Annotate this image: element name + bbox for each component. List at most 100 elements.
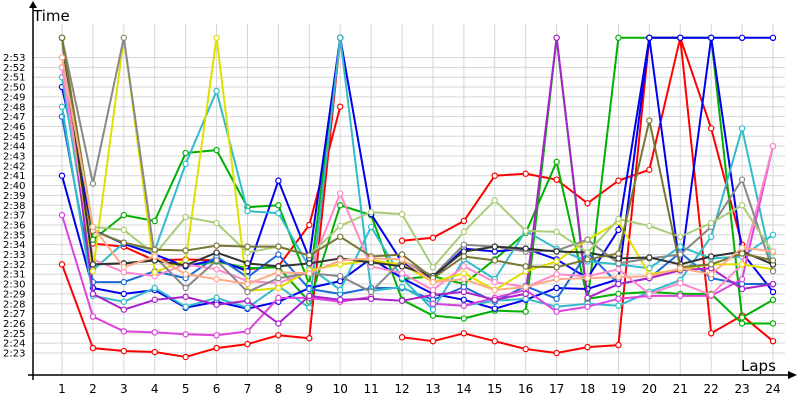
data-point xyxy=(120,264,128,271)
data-point xyxy=(120,347,128,355)
data-point xyxy=(522,308,529,315)
data-point xyxy=(738,202,746,209)
data-point xyxy=(769,248,777,255)
series-line xyxy=(61,67,774,296)
data-point xyxy=(769,288,777,296)
series-9 xyxy=(58,73,777,313)
data-point xyxy=(151,284,158,292)
data-point xyxy=(460,228,468,236)
data-point xyxy=(337,296,344,304)
data-point xyxy=(398,237,406,244)
series-line xyxy=(61,37,774,269)
data-point xyxy=(460,302,468,309)
data-point xyxy=(584,303,591,310)
data-point xyxy=(151,253,158,260)
data-point xyxy=(769,280,777,288)
data-point xyxy=(769,337,777,345)
data-point xyxy=(677,243,684,250)
data-point xyxy=(275,202,282,209)
data-point xyxy=(398,283,406,291)
data-point xyxy=(275,177,282,184)
data-point xyxy=(120,34,128,42)
data-point xyxy=(306,335,313,342)
data-point xyxy=(707,271,715,278)
data-point xyxy=(460,330,468,337)
x-tick-label: 4 xyxy=(151,382,159,396)
data-point xyxy=(398,256,406,263)
data-point xyxy=(275,284,282,292)
data-point xyxy=(213,34,220,42)
x-axis-arrow xyxy=(788,371,797,379)
data-point xyxy=(275,294,282,302)
series-17 xyxy=(58,34,777,282)
data-point xyxy=(213,242,220,249)
data-point xyxy=(89,290,97,298)
data-point xyxy=(460,241,468,248)
data-point xyxy=(615,215,622,223)
data-point xyxy=(584,294,591,302)
data-point xyxy=(306,221,313,229)
data-point xyxy=(522,263,529,270)
data-point xyxy=(460,263,468,270)
y-tick-label: 2:37 xyxy=(3,211,25,222)
data-point xyxy=(553,275,560,283)
data-point xyxy=(182,303,189,310)
y-tick-label: 2:30 xyxy=(3,280,25,291)
x-tick-label: 2 xyxy=(89,382,97,396)
data-point xyxy=(707,291,715,299)
series-line xyxy=(61,57,774,291)
data-point xyxy=(738,34,746,42)
data-point xyxy=(337,34,344,42)
data-point xyxy=(337,202,344,209)
data-point xyxy=(337,272,344,280)
data-point xyxy=(491,305,498,312)
data-point xyxy=(553,228,560,236)
data-point xyxy=(707,330,715,337)
series-line xyxy=(61,37,774,280)
y-axis-arrow xyxy=(29,1,37,8)
data-point xyxy=(707,233,715,240)
x-tick-label: 19 xyxy=(611,382,626,396)
data-point xyxy=(89,313,97,320)
data-point xyxy=(522,345,529,353)
data-point xyxy=(429,278,437,286)
y-tick-label: 2:38 xyxy=(3,201,25,212)
data-point xyxy=(58,103,66,110)
axes xyxy=(28,1,797,380)
y-tick-label: 2:32 xyxy=(3,260,25,271)
data-point xyxy=(213,219,220,227)
data-point xyxy=(398,210,406,218)
data-point xyxy=(615,250,622,257)
data-point xyxy=(522,227,529,235)
data-point xyxy=(429,337,437,345)
data-point xyxy=(522,245,529,252)
y-axis-title: Time xyxy=(32,7,70,25)
data-point xyxy=(769,231,777,238)
series-12 xyxy=(58,64,777,299)
y-tick-label: 2:52 xyxy=(3,63,25,74)
data-point xyxy=(244,340,251,348)
y-tick-label: 2:41 xyxy=(3,171,25,182)
x-tick-label: 14 xyxy=(456,382,471,396)
data-point xyxy=(367,255,375,262)
data-point xyxy=(120,328,128,335)
data-point xyxy=(615,34,622,42)
data-point xyxy=(460,288,468,296)
data-point xyxy=(491,197,498,204)
data-point xyxy=(182,284,189,292)
data-point xyxy=(738,176,746,183)
y-tick-label: 2:34 xyxy=(3,240,25,251)
data-point xyxy=(584,343,591,351)
y-tick-label: 2:31 xyxy=(3,270,25,281)
x-tick-label: 21 xyxy=(673,382,688,396)
data-point xyxy=(615,295,622,303)
data-point xyxy=(120,298,128,305)
y-tick-label: 2:40 xyxy=(3,181,25,192)
data-point xyxy=(491,243,498,250)
data-point xyxy=(584,236,591,243)
data-point xyxy=(58,211,66,219)
data-point xyxy=(460,296,468,304)
y-tick-label: 2:51 xyxy=(3,73,25,84)
data-point xyxy=(151,329,158,336)
